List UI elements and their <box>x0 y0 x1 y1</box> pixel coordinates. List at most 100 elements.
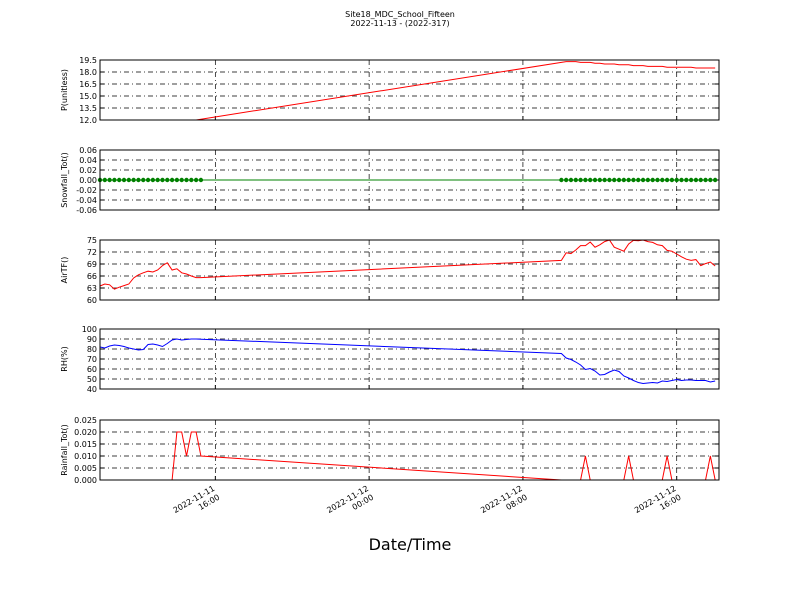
data-point <box>597 177 603 183</box>
y-tick-label: 63 <box>87 284 97 293</box>
data-point <box>136 177 141 183</box>
y-tick-label: 19.5 <box>79 56 97 65</box>
y-tick-label: 13.5 <box>79 104 97 113</box>
data-point <box>155 177 160 183</box>
y-tick-label: 40 <box>87 385 97 394</box>
data-point <box>150 177 156 183</box>
plot-frame <box>99 149 720 211</box>
data-point <box>145 177 151 183</box>
y-tick-label: -0.04 <box>76 196 97 205</box>
y-tick-label: 0.04 <box>79 156 97 165</box>
chart-subtitle: 2022-11-13 - (2022-317) <box>350 19 449 28</box>
x-tick-label: 2022-11-1208:00 <box>479 484 529 524</box>
data-point <box>631 177 636 183</box>
y-axis-label: Rainfall_Tot() <box>60 424 69 476</box>
plot-frame <box>99 59 720 121</box>
y-tick-label: -0.06 <box>76 206 97 215</box>
data-point <box>121 177 127 183</box>
y-tick-label: 66 <box>87 272 97 281</box>
y-tick-label: 75 <box>87 236 97 245</box>
y-tick-label: 0.02 <box>79 166 97 175</box>
y-tick-label: 72 <box>87 248 97 257</box>
y-tick-label: 16.5 <box>79 80 97 89</box>
data-point <box>193 177 199 183</box>
data-point <box>568 177 574 183</box>
data-point <box>612 177 617 183</box>
y-tick-label: 60 <box>87 296 97 305</box>
y-tick-label: 18.0 <box>79 68 97 77</box>
data-point <box>684 177 689 183</box>
data-point <box>112 177 117 183</box>
data-point <box>169 177 175 183</box>
y-tick-label: 100 <box>82 325 97 334</box>
data-point <box>669 177 675 183</box>
y-axis-label: P(unitless) <box>60 69 69 111</box>
data-point <box>126 177 132 183</box>
data-point <box>117 177 122 183</box>
data-point <box>583 177 588 183</box>
data-point <box>708 177 713 183</box>
data-point <box>184 177 189 183</box>
data-point <box>189 177 194 183</box>
chart-title: Site18_MDC_School_Fifteen <box>345 10 455 19</box>
data-point <box>559 177 564 183</box>
y-tick-label: -0.02 <box>76 186 97 195</box>
y-tick-label: 0.06 <box>79 146 97 155</box>
data-point <box>588 177 593 183</box>
data-point <box>592 177 598 183</box>
data-point <box>703 177 708 183</box>
data-point <box>688 177 694 183</box>
data-point <box>102 177 108 183</box>
data-point <box>664 177 670 183</box>
x-tick-label: 2022-11-1200:00 <box>325 484 375 524</box>
y-tick-label: 90 <box>87 335 97 344</box>
data-point <box>655 177 660 183</box>
data-point <box>698 177 703 183</box>
y-axis-label: RH(%) <box>60 346 69 371</box>
data-point <box>165 177 170 183</box>
data-point <box>160 177 165 183</box>
data-point <box>174 177 180 183</box>
data-point <box>602 177 607 183</box>
data-point <box>198 177 204 183</box>
data-point <box>640 177 646 183</box>
y-tick-label: 0.015 <box>74 440 97 449</box>
x-axis-label: Date/Time <box>369 535 452 554</box>
data-point <box>607 177 612 183</box>
data-point <box>650 177 655 183</box>
y-tick-label: 70 <box>87 355 97 364</box>
data-point <box>578 177 583 183</box>
data-point <box>107 177 112 183</box>
data-point <box>131 177 136 183</box>
y-tick-label: 0.00 <box>79 176 97 185</box>
y-tick-label: 69 <box>87 260 97 269</box>
data-point <box>679 177 684 183</box>
y-axis-label: AirTF() <box>60 257 69 284</box>
x-tick-label: 2022-11-1116:00 <box>172 484 222 524</box>
y-tick-label: 60 <box>87 365 97 374</box>
data-line <box>100 61 716 121</box>
data-point <box>563 177 569 183</box>
data-point <box>616 177 622 183</box>
y-tick-label: 0.010 <box>74 452 97 461</box>
data-point <box>660 177 665 183</box>
data-point <box>636 177 641 183</box>
y-tick-label: 0.025 <box>74 416 97 425</box>
data-point <box>712 177 718 183</box>
plot-frame <box>99 419 720 481</box>
data-point <box>626 177 631 183</box>
x-tick-label: 2022-11-1216:00 <box>633 484 683 524</box>
y-tick-label: 15.0 <box>79 92 97 101</box>
y-tick-label: 12.0 <box>79 116 97 125</box>
plot-frame <box>99 239 720 301</box>
data-point <box>573 177 578 183</box>
data-point <box>693 177 699 183</box>
data-line <box>99 338 716 385</box>
y-tick-label: 50 <box>87 375 97 384</box>
data-point <box>179 177 184 183</box>
y-tick-label: 80 <box>87 345 97 354</box>
y-axis-label: Snowfall_Tot() <box>60 152 69 208</box>
data-point <box>621 177 627 183</box>
y-tick-label: 0.020 <box>74 428 97 437</box>
